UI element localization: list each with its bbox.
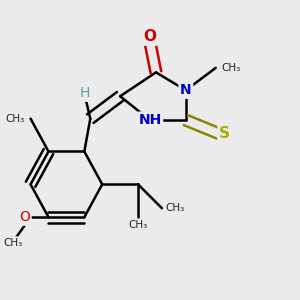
Text: CH₃: CH₃ bbox=[5, 114, 25, 124]
Text: O: O bbox=[19, 210, 30, 224]
Text: CH₃: CH₃ bbox=[128, 220, 148, 230]
Text: CH₃: CH₃ bbox=[222, 63, 241, 73]
Text: CH₃: CH₃ bbox=[165, 203, 184, 213]
Text: N: N bbox=[180, 83, 192, 97]
Text: O: O bbox=[143, 29, 157, 44]
Text: H: H bbox=[79, 86, 89, 100]
Text: S: S bbox=[219, 126, 230, 141]
Text: NH: NH bbox=[138, 113, 162, 127]
Text: CH₃: CH₃ bbox=[3, 238, 22, 248]
